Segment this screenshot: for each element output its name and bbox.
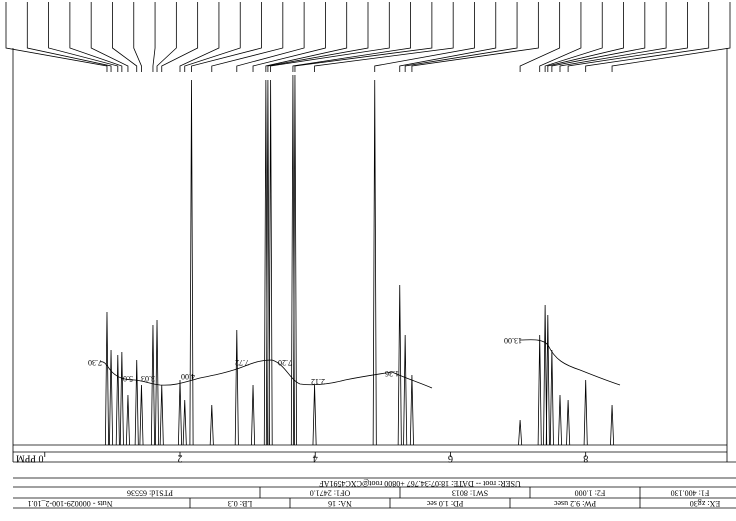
peak-leader — [267, 40, 369, 72]
peak-leader — [191, 40, 262, 72]
peak-leader — [519, 40, 561, 72]
x-tick-label: 6 — [448, 453, 453, 464]
peak-leader — [179, 40, 220, 72]
peak-leader — [294, 40, 433, 72]
peak-leader — [411, 40, 539, 72]
footer-cell: F2: 1.000 — [575, 489, 606, 498]
peak-leader — [374, 40, 475, 72]
peak — [537, 334, 542, 446]
peak-leader — [152, 40, 156, 72]
integral-label: 13.00 — [504, 336, 522, 345]
peak-leader — [211, 40, 284, 72]
footer-cell: OF1: 2471.0 — [310, 489, 350, 498]
peak — [312, 384, 317, 446]
integral-label: 7.30 — [88, 358, 102, 367]
peak — [610, 404, 615, 446]
peak-leader — [611, 40, 731, 72]
integral-label: 2.12 — [311, 377, 325, 386]
peak — [182, 399, 187, 446]
peak-leader — [48, 40, 119, 72]
peak-leader — [90, 40, 129, 72]
peak-leader — [585, 40, 710, 72]
peak — [189, 79, 194, 446]
peak-leader — [236, 40, 305, 72]
integral-label: 5.0 — [123, 374, 133, 383]
peak-leader — [112, 40, 138, 72]
peak-leader — [404, 40, 518, 72]
peak — [265, 79, 270, 446]
peak — [139, 384, 144, 446]
x-tick-label: 4 — [313, 453, 318, 464]
peak-leader — [265, 40, 348, 72]
footer-cell: Nuts - 000029-100-2_10.1 — [27, 499, 112, 508]
peak-leader — [184, 40, 241, 72]
peak — [155, 319, 160, 446]
x-tick-label: 8 — [583, 453, 588, 464]
peak — [543, 304, 548, 446]
peak-leader — [156, 40, 177, 72]
integral-label: 7.20 — [278, 358, 292, 367]
footer-cell: SW1: 8013 — [452, 489, 488, 498]
peak — [150, 324, 155, 446]
peak — [403, 334, 408, 446]
footer-cell: PW: 9.2 usec — [553, 499, 596, 508]
peak — [134, 359, 139, 446]
peak-leader — [547, 40, 624, 72]
peak — [159, 384, 164, 446]
peak — [234, 329, 239, 446]
footer-cell: PTS1d: 65536 — [127, 489, 173, 498]
peak-leader — [69, 40, 123, 72]
peak-leader — [399, 40, 497, 72]
peak — [397, 284, 402, 446]
footer-cell: EX: zg30 — [690, 499, 720, 508]
x-tick-label: 2 — [178, 453, 183, 464]
integral-label: 3.03 — [141, 374, 155, 383]
peak — [557, 394, 562, 446]
peak — [372, 79, 377, 446]
peak — [549, 349, 554, 446]
peak-leader — [551, 40, 646, 72]
peak — [518, 419, 523, 446]
integral-curve — [519, 339, 621, 386]
peak-leader — [544, 40, 603, 72]
peak-leader — [133, 40, 142, 72]
peak — [251, 384, 256, 446]
peak-leader — [567, 40, 688, 72]
footer-cell: LB: 0.3 — [228, 499, 252, 508]
peak — [178, 379, 183, 446]
peak — [409, 374, 414, 446]
integral-label: 4.00 — [181, 372, 195, 381]
peak — [566, 399, 571, 446]
peak-leader — [539, 40, 582, 72]
peak-leader — [559, 40, 667, 72]
peak-leader — [5, 40, 108, 72]
peak-leader — [161, 40, 199, 72]
integral-label: 1.36 — [385, 369, 399, 378]
x-tick-label: 0 PPM — [16, 453, 44, 464]
peak-leader — [314, 40, 454, 72]
integral-label: 7.72 — [235, 358, 249, 367]
peak — [545, 314, 550, 446]
footer-user: USER: root -- DATE: 18:07:34.767 +0800 r… — [319, 479, 521, 488]
peak — [292, 74, 297, 446]
footer-cell: NA: 16 — [328, 499, 352, 508]
footer-cell: PD: 1.0 sec — [426, 499, 463, 508]
integral-curve — [99, 359, 433, 389]
peak — [104, 311, 109, 446]
peak-leader — [26, 40, 112, 72]
peak — [209, 404, 214, 446]
peak — [119, 351, 124, 446]
peak — [268, 79, 273, 446]
peak-leader — [292, 40, 411, 72]
peak — [583, 379, 588, 446]
footer-cell: F1: 400.130 — [671, 489, 710, 498]
peak-leader — [270, 40, 390, 72]
peak — [125, 394, 130, 446]
peak-leader — [252, 40, 326, 72]
peak — [109, 349, 114, 446]
peak — [115, 354, 120, 446]
